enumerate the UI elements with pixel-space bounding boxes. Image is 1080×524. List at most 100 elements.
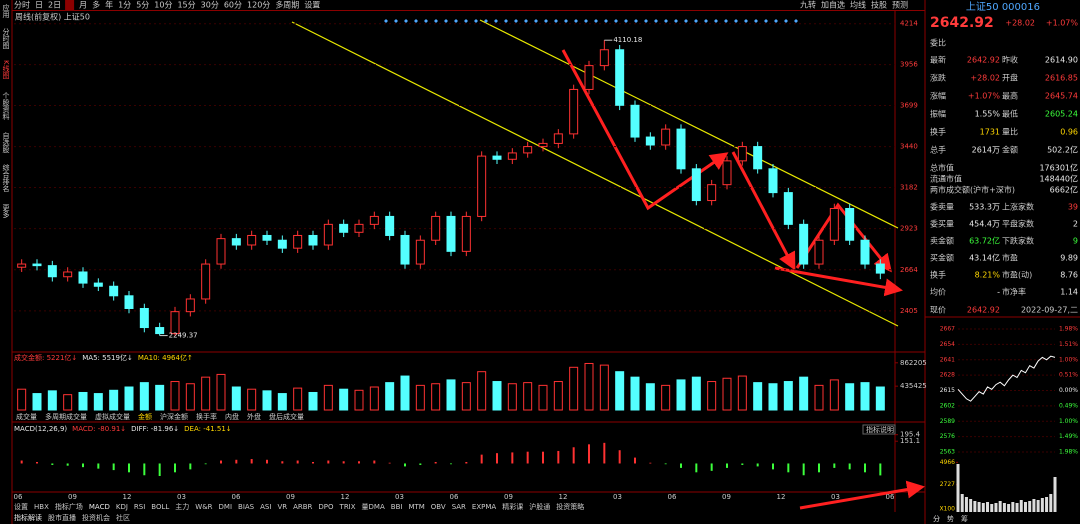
bottom-tab[interactable]: 股市直播 [48, 513, 76, 522]
toolbar-button[interactable]: 120分 [247, 1, 270, 10]
panel-tab[interactable]: 势 [947, 514, 954, 523]
intraday-volume [1040, 498, 1044, 512]
indicator-tab[interactable]: DMI [219, 503, 233, 511]
bottom-tab[interactable]: 指标解读 [14, 513, 42, 522]
volume-tab[interactable]: 换手率 [196, 412, 217, 421]
signal-dot [554, 19, 558, 23]
volume-bar [722, 377, 732, 411]
indicator-tab[interactable]: BOLL [151, 503, 169, 511]
toolbar-button[interactable]: 预测 [892, 0, 908, 10]
indicator-tab[interactable]: DPO [318, 503, 334, 511]
volume-tab[interactable]: 金额 [138, 412, 152, 421]
security-name: 上证50 000016 [966, 1, 1040, 13]
toolbar-button[interactable]: 60分 [224, 1, 242, 10]
volume-tab[interactable]: 内盘 [225, 412, 239, 421]
toolbar-button[interactable]: 30分 [201, 1, 219, 10]
volume-bar [216, 373, 226, 411]
toolbar-button[interactable]: 月 [79, 1, 87, 10]
sidebar-tab[interactable]: 自选股 [2, 131, 10, 154]
indicator-tab[interactable]: OBV [431, 503, 446, 511]
toolbar-button[interactable]: 2日 [48, 1, 61, 10]
indicator-tab[interactable]: SAR [452, 503, 466, 511]
toolbar-button[interactable]: 九转 [800, 0, 816, 10]
toolbar-button[interactable]: 均线 [850, 0, 866, 10]
toolbar-button[interactable]: 5分 [136, 1, 149, 10]
volume-tab[interactable]: 盘后成交量 [269, 412, 304, 421]
sidebar-tab[interactable]: K线图 [2, 60, 10, 80]
x-tick-label: 03 [395, 493, 404, 501]
indicator-tab[interactable]: EXPMA [472, 503, 496, 511]
indicator-tab[interactable]: ASI [260, 503, 271, 511]
field-value: 2022-09-27,二 [1021, 306, 1078, 315]
field-label: 市净率 [1002, 287, 1026, 297]
toolbar-button[interactable]: 设置 [304, 0, 320, 10]
field-label: 下跌家数 [1002, 236, 1034, 246]
indicator-tab[interactable]: TRIX [339, 503, 356, 511]
bottom-tab[interactable]: 社区 [116, 513, 130, 522]
toolbar-button[interactable]: 10分 [154, 1, 172, 10]
channel [291, 19, 899, 327]
candle-body [216, 238, 226, 265]
indicator-tab[interactable]: ARBR [293, 503, 312, 511]
indicator-tab[interactable]: 设置 [14, 502, 28, 511]
bottom-tab[interactable]: 投资机会 [82, 513, 110, 522]
volume-bar [599, 364, 609, 411]
indicator-tab[interactable]: BIAS [238, 503, 255, 511]
volume-tab[interactable]: 成交量 [16, 412, 37, 421]
toolbar-button[interactable]: 年 [105, 0, 113, 10]
toolbar-button[interactable]: 技股 [871, 0, 887, 10]
toolbar-active [65, 0, 75, 10]
trend-arrows [561, 49, 925, 510]
toolbar-button[interactable]: 多周期 [275, 0, 299, 10]
volume-tab[interactable]: 虚拟成交量 [95, 412, 130, 421]
signal-dot [764, 19, 768, 23]
indicator-tab[interactable]: W&R [195, 503, 212, 511]
sidebar-tab[interactable]: 分时图 [2, 27, 10, 50]
volume-bar [109, 389, 119, 411]
indicator-tab[interactable]: 沪股通 [529, 502, 550, 511]
sidebar-tab[interactable]: 应用 [2, 3, 10, 19]
indicator-tab[interactable]: 投资策略 [556, 502, 584, 511]
intraday-volume [1007, 504, 1011, 512]
indicator-tab[interactable]: VR [277, 503, 287, 511]
sidebar-tab[interactable]: 个股资料 [2, 92, 10, 121]
toolbar-button[interactable]: 15分 [177, 1, 195, 10]
toolbar-button[interactable]: 日 [35, 1, 43, 10]
toolbar-button[interactable]: 分时 [14, 0, 30, 10]
volume-tab[interactable]: 沪深金额 [160, 412, 188, 421]
panel-tab[interactable]: 分 [933, 514, 940, 523]
field-value: +28.02 [970, 74, 1000, 83]
signal-dot [474, 19, 478, 23]
indicator-tab[interactable]: 主力 [175, 502, 189, 511]
toolbar-button[interactable]: 加自选 [821, 0, 845, 10]
field-label: 涨跌 [930, 73, 946, 83]
intraday-volume [1036, 500, 1040, 512]
indicator-help-button[interactable]: 指标说明 [866, 425, 894, 434]
indicator-tab[interactable]: RSI [134, 503, 145, 511]
indicator-tab[interactable]: MTM [408, 503, 424, 511]
signal-dot [624, 19, 628, 23]
pct-label: 0.00% [1059, 387, 1078, 394]
sidebar-tab[interactable]: 更多 [2, 204, 10, 219]
indicator-tab[interactable]: BBI [391, 503, 403, 511]
indicator-tab[interactable]: MACD [89, 503, 110, 511]
indicator-tab[interactable]: 精彩课 [502, 502, 523, 511]
field-value: 533.3万 [969, 203, 1000, 212]
intraday-volume [1023, 502, 1027, 512]
sidebar-tab[interactable]: 综合排名 [2, 163, 10, 193]
indicator-tab[interactable]: KDJ [116, 503, 128, 511]
volume-bar [477, 371, 487, 411]
volume-tab[interactable]: 多周期成交量 [45, 412, 87, 421]
y-tick-label: 195.4 [900, 431, 921, 439]
toolbar-button[interactable]: 1分 [118, 1, 131, 10]
y-tick-label: 2727 [940, 481, 955, 488]
pct-label: 0.49% [1059, 402, 1078, 409]
panel-tab[interactable]: 筹 [961, 514, 968, 523]
indicator-tab[interactable]: 量DMA [362, 503, 385, 511]
indicator-tab[interactable]: HBX [34, 503, 49, 511]
y-tick-label: 3956 [900, 61, 918, 69]
y-tick-label: 2654 [940, 341, 955, 348]
toolbar-button[interactable]: 多 [92, 0, 100, 10]
indicator-tab[interactable]: 指标广场 [55, 502, 83, 511]
volume-tab[interactable]: 外盘 [247, 412, 261, 421]
